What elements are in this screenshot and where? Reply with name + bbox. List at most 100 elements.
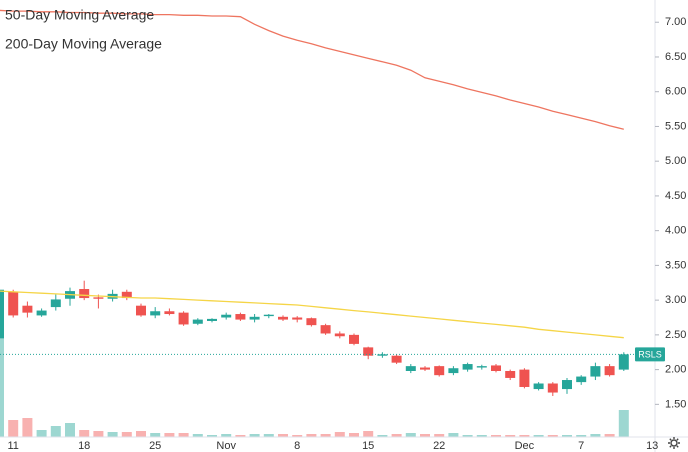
volume-bar — [462, 435, 473, 437]
y-tick-label: 7.00 — [665, 16, 686, 28]
x-tick-label: 11 — [7, 440, 18, 452]
x-tick-label: 13 — [646, 440, 658, 452]
volume-bar — [50, 426, 61, 437]
volume-bar — [107, 432, 118, 437]
candle-body — [178, 312, 189, 325]
y-tick-label: 5.00 — [665, 155, 686, 167]
x-tick-label: 18 — [78, 440, 90, 452]
y-tick-label: 4.50 — [665, 190, 686, 202]
candle-body — [491, 365, 501, 371]
volume-bar — [334, 432, 345, 437]
volume-bar — [0, 292, 4, 437]
candle-body — [590, 366, 601, 377]
volume-bar — [576, 435, 587, 437]
volume-bar — [65, 423, 75, 437]
y-tick-label: 3.50 — [665, 259, 686, 271]
volume-bar — [476, 435, 487, 437]
volume-bar — [278, 434, 288, 437]
y-tick-label: 5.50 — [665, 120, 686, 132]
volume-bar — [93, 431, 104, 437]
y-tick-label: 2.00 — [665, 364, 686, 376]
volume-bar — [590, 434, 601, 437]
volume-bar — [8, 420, 19, 437]
symbol-label: RSLS — [638, 350, 662, 360]
volume-bar — [178, 433, 189, 437]
volume-bar — [533, 435, 544, 437]
candle-body — [121, 291, 132, 299]
candle-body — [306, 318, 317, 326]
candle-body — [476, 366, 487, 368]
candle-body — [263, 314, 274, 317]
candle-body — [207, 318, 217, 321]
volume-bar — [363, 431, 374, 437]
legend-entry: 50-Day Moving Average — [5, 7, 154, 23]
candle-body — [604, 366, 615, 376]
volume-bar — [391, 434, 402, 437]
candle-body — [434, 366, 445, 376]
candle-body — [618, 354, 629, 370]
settings-icon[interactable] — [668, 437, 680, 449]
volume-bar — [519, 435, 530, 437]
candle-body — [50, 299, 61, 308]
volume-bar — [448, 433, 459, 437]
candle-body — [235, 314, 246, 320]
x-tick-label: Dec — [515, 440, 535, 452]
candle-body — [576, 376, 587, 383]
candle-body — [249, 316, 260, 320]
volume-bar — [306, 434, 317, 437]
volume-bar — [562, 435, 572, 437]
y-tick-label: 1.50 — [665, 398, 686, 410]
x-tick-label: 25 — [149, 440, 161, 452]
x-tick-label: 7 — [578, 440, 584, 452]
plot-area — [0, 9, 629, 437]
candle-body — [462, 364, 473, 370]
candle-body — [221, 314, 232, 318]
candle-body — [93, 297, 104, 299]
x-tick-label: 15 — [362, 440, 374, 452]
volume-bar — [249, 434, 260, 437]
volume-bar — [420, 434, 430, 437]
candle-body — [377, 354, 388, 356]
candle-body — [334, 333, 345, 337]
candle-body — [136, 305, 146, 316]
volume-bar — [192, 434, 203, 437]
candle-body — [547, 383, 558, 393]
candle-body — [505, 370, 516, 378]
candle-body — [320, 325, 331, 334]
candle-body — [0, 289, 4, 339]
y-tick-label: 6.00 — [665, 86, 686, 98]
y-tick-label: 4.00 — [665, 225, 686, 237]
volume-bar — [235, 435, 246, 437]
candle-body — [8, 291, 19, 316]
candle-body — [192, 319, 203, 324]
candle-body — [533, 383, 544, 390]
x-tick-label: 22 — [433, 440, 445, 452]
candle-body — [349, 334, 359, 344]
y-tick-label: 3.00 — [665, 294, 686, 306]
candle-body — [164, 311, 175, 315]
legend-entry: 200-Day Moving Average — [5, 36, 162, 52]
volume-bar — [207, 435, 217, 437]
candle-body — [278, 316, 288, 320]
volume-bar — [604, 434, 615, 437]
volume-bar — [349, 433, 359, 437]
volume-bar — [136, 431, 146, 437]
volume-bar — [221, 434, 232, 437]
candle-body — [391, 355, 402, 363]
volume-bar — [164, 433, 175, 437]
candle-body — [292, 317, 303, 320]
candle-body — [405, 366, 416, 371]
volume-bar — [292, 435, 303, 437]
volume-bar — [22, 418, 33, 437]
volume-bar — [36, 430, 47, 437]
candle-body — [79, 289, 90, 299]
x-tick-label: 8 — [294, 440, 300, 452]
candle-body — [562, 380, 572, 390]
candle-body — [150, 311, 161, 316]
candle-body — [22, 305, 33, 313]
y-tick-label: 2.50 — [665, 329, 686, 341]
x-tick-label: Nov — [216, 440, 236, 452]
volume-bar — [79, 430, 90, 437]
volume-bar — [263, 434, 274, 437]
